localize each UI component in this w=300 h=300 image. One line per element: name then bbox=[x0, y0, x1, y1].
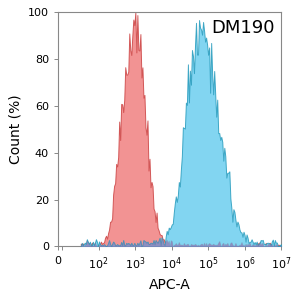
Text: DM190: DM190 bbox=[211, 20, 275, 38]
X-axis label: APC-A: APC-A bbox=[149, 278, 190, 292]
Y-axis label: Count (%): Count (%) bbox=[8, 94, 22, 164]
